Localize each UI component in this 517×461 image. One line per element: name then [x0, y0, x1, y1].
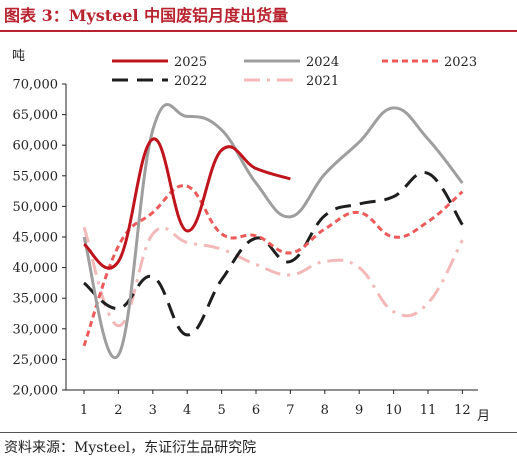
- chart-title: 图表 3：Mysteel 中国废铝月度出货量: [4, 6, 289, 25]
- y-tick-label: 65,000: [13, 108, 59, 123]
- y-tick-label: 25,000: [13, 353, 59, 368]
- y-tick-label: 40,000: [13, 261, 59, 276]
- x-tick-label: 1: [80, 403, 88, 418]
- series-line-2024: [82, 103, 464, 360]
- x-tick-label: 6: [252, 403, 260, 418]
- legend-label-2025: 2025: [174, 55, 207, 70]
- source-note: 资料来源：Mysteel，东证衍生品研究院: [4, 440, 257, 456]
- source-rule: [0, 432, 517, 433]
- line-chart: 20,000 25,000 30,000 35,000 40,000 45,000 50,0…: [12, 49, 490, 424]
- legend-label-2024: 2024: [306, 55, 339, 70]
- y-tick-label: 30,000: [13, 322, 59, 337]
- x-tick-label: 11: [420, 403, 437, 418]
- x-tick-label: 2: [114, 403, 122, 418]
- series-line-2025: [83, 137, 291, 270]
- x-tick-label: 8: [321, 403, 329, 418]
- legend-label-2023: 2023: [444, 55, 477, 70]
- legend-label-2022: 2022: [174, 74, 207, 89]
- x-axis-unit: 月: [477, 409, 490, 424]
- y-tick-label: 55,000: [13, 169, 59, 184]
- y-tick-label: 45,000: [13, 231, 59, 246]
- y-tick-label: 35,000: [13, 292, 59, 307]
- x-tick-label: 12: [454, 403, 471, 418]
- x-tick-label: 10: [385, 403, 402, 418]
- x-tick-label: 4: [183, 403, 191, 418]
- y-tick-label: 70,000: [13, 78, 59, 93]
- series-line-2023: [82, 184, 464, 347]
- y-tick-label: 20,000: [13, 384, 59, 399]
- x-tick-label: 7: [286, 403, 294, 418]
- title-rule: [0, 30, 517, 32]
- series-line-2022: [83, 171, 464, 337]
- x-tick-label: 9: [355, 403, 363, 418]
- y-tick-label: 50,000: [13, 200, 59, 215]
- series-line-2021: [82, 226, 464, 328]
- y-tick-label: 60,000: [13, 139, 59, 154]
- y-axis-unit: 吨: [12, 49, 25, 64]
- x-tick-label: 3: [149, 403, 157, 418]
- legend-label-2021: 2021: [306, 74, 339, 89]
- x-tick-label: 5: [217, 403, 225, 418]
